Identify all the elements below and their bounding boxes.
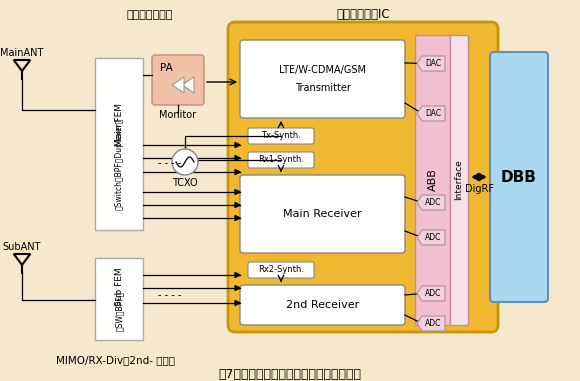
Polygon shape (417, 56, 445, 71)
Text: Main FEM: Main FEM (114, 102, 124, 146)
Text: TCXO: TCXO (172, 178, 198, 188)
Polygon shape (235, 301, 240, 306)
FancyBboxPatch shape (248, 152, 314, 168)
Text: Monitor: Monitor (160, 110, 197, 120)
Text: Tx-Synth.: Tx-Synth. (261, 131, 301, 141)
Text: DigRF: DigRF (465, 184, 494, 194)
Text: SubANT: SubANT (3, 242, 41, 252)
FancyBboxPatch shape (490, 52, 548, 302)
Polygon shape (235, 216, 240, 221)
Text: Sub FEM: Sub FEM (114, 268, 124, 306)
FancyBboxPatch shape (240, 175, 405, 253)
Text: メイン送受信系: メイン送受信系 (127, 10, 173, 20)
Polygon shape (417, 230, 445, 245)
Polygon shape (235, 202, 240, 208)
Bar (450, 35, 468, 325)
Text: PA: PA (160, 63, 173, 73)
Circle shape (172, 149, 198, 175)
FancyBboxPatch shape (240, 285, 405, 325)
Text: - - - -: - - - - (158, 290, 182, 300)
FancyBboxPatch shape (248, 262, 314, 278)
FancyBboxPatch shape (240, 40, 405, 118)
Text: ADC: ADC (425, 289, 442, 298)
Text: Rx1-Synth.: Rx1-Synth. (258, 155, 304, 165)
Polygon shape (235, 142, 240, 147)
Polygon shape (417, 106, 445, 121)
Polygon shape (235, 189, 240, 194)
Polygon shape (417, 286, 445, 301)
Text: （SW、BPF）: （SW、BPF） (114, 291, 124, 331)
Bar (95, 58, 143, 230)
FancyBboxPatch shape (228, 22, 498, 332)
Polygon shape (235, 170, 240, 174)
Text: ADC: ADC (425, 319, 442, 328)
Text: （Switch、BPF、Duplexer）: （Switch、BPF、Duplexer） (114, 118, 124, 210)
Polygon shape (182, 77, 194, 93)
Text: LTE/W-CDMA/GSM: LTE/W-CDMA/GSM (279, 65, 366, 75)
Text: Rx2-Synth.: Rx2-Synth. (258, 266, 304, 274)
Text: ADC: ADC (425, 198, 442, 207)
Text: 2nd Receiver: 2nd Receiver (286, 300, 359, 310)
Polygon shape (417, 195, 445, 210)
Text: - - - -: - - - - (158, 158, 182, 168)
Text: ABB: ABB (427, 168, 437, 191)
FancyBboxPatch shape (152, 55, 204, 105)
Bar (95, 258, 143, 340)
Text: DBB: DBB (501, 170, 537, 184)
Text: Transmitter: Transmitter (295, 83, 350, 93)
Text: Main Receiver: Main Receiver (283, 209, 362, 219)
Polygon shape (235, 285, 240, 290)
Text: DAC: DAC (426, 59, 441, 68)
Polygon shape (417, 316, 445, 331)
Polygon shape (172, 77, 184, 93)
Polygon shape (235, 272, 240, 277)
Text: DAC: DAC (426, 109, 441, 118)
Text: Interface: Interface (455, 160, 463, 200)
Polygon shape (235, 155, 240, 160)
FancyBboxPatch shape (248, 128, 314, 144)
Text: MIMO/RX-Div・2nd- 受信系: MIMO/RX-Div・2nd- 受信系 (56, 355, 175, 365)
Text: トランシーバIC: トランシーバIC (336, 8, 390, 21)
Text: ADC: ADC (425, 233, 442, 242)
Bar (415, 35, 450, 325)
Text: MainANT: MainANT (1, 48, 43, 58)
Text: 図7　次世代移動端末の無線送受信部構成: 図7 次世代移動端末の無線送受信部構成 (219, 368, 361, 381)
